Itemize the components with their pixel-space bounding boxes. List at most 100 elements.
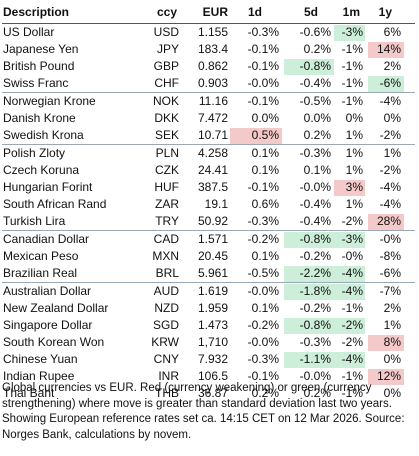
cell-eur: 7.472 [197,111,228,125]
cell-ccy: MXN [152,249,179,263]
cell-d5: -0.8% [299,318,331,332]
cell-ccy: CHF [154,76,179,90]
cell-eur: 0.903 [197,76,228,90]
cell-ccy: DKK [154,111,179,125]
cell-d1: -0.0% [247,335,279,349]
cell-m1: -2% [341,335,363,349]
cell-eur: 36.87 [197,386,228,400]
currency-name: Australian Dollar [3,284,92,298]
highlight-green [334,232,365,248]
cell-d5: -1.1% [299,352,331,366]
cell-m1: -1% [341,301,363,315]
cell-eur: 4.258 [197,146,228,160]
currency-name: Danish Krone [3,111,76,125]
cell-eur: 1.571 [197,232,228,246]
cell-y1: 8% [383,335,401,349]
highlight-red [368,214,404,230]
cell-y1: 1% [383,318,401,332]
column-header: ccy [156,5,177,19]
cell-y1: -0% [379,232,401,246]
cell-m1: -2% [341,318,363,332]
currency-name: South Korean Won [3,335,105,349]
cell-d1: -0.3% [247,25,279,39]
cell-y1: 6% [383,25,401,39]
cell-d1: 0.0% [251,111,279,125]
cell-d1: 0.1% [251,163,279,177]
cell-d5: -0.8% [299,232,331,246]
cell-ccy: CAD [153,232,179,246]
header-rule [2,23,415,24]
cell-ccy: CNY [153,352,179,366]
cell-d5: -0.2% [299,301,331,315]
cell-m1: -4% [341,352,363,366]
cell-eur: 1,710 [197,335,228,349]
cell-d1: -0.2% [247,232,279,246]
cell-eur: 10.71 [197,128,228,142]
cell-d1: -0.3% [247,214,279,228]
highlight-green [334,25,365,41]
cell-y1: 12% [376,369,401,383]
currency-name: Norwegian Krone [3,94,96,108]
cell-d5: -0.0% [299,369,331,383]
cell-m1: -3% [341,232,363,246]
cell-eur: 183.4 [197,42,228,56]
cell-y1: -2% [379,128,401,142]
cell-y1: 28% [376,214,401,228]
highlight-red [230,128,282,144]
highlight-green [334,284,365,300]
cell-y1: 0% [383,111,401,125]
currency-name: New Zealand Dollar [3,301,109,315]
currency-name: Czech Koruna [3,163,80,177]
currency-name: Swiss Franc [3,76,69,90]
cell-d1: -0.5% [247,266,279,280]
cell-d5: 0.2% [303,386,331,400]
cell-eur: 1.959 [197,301,228,315]
cell-ccy: NOK [152,94,179,108]
currency-name: Canadian Dollar [3,232,90,246]
cell-y1: -6% [379,266,401,280]
cell-ccy: ZAR [155,197,179,211]
cell-d1: -0.1% [247,94,279,108]
highlight-green [334,352,365,368]
cell-m1: -3% [341,25,363,39]
cell-d1: 0.1% [251,301,279,315]
column-header: 5d [303,5,318,19]
cell-eur: 0.862 [197,59,228,73]
cell-d5: 0.1% [303,163,331,177]
currency-name: US Dollar [3,25,55,39]
cell-eur: 1.619 [197,284,228,298]
cell-ccy: NZD [154,301,179,315]
cell-d1: 0.6% [251,197,279,211]
cell-d1: -0.0% [247,76,279,90]
currency-name: Polish Zloty [3,146,66,160]
cell-d5: -0.6% [299,25,331,39]
cell-ccy: KRW [151,335,179,349]
cell-ccy: INR [158,369,179,383]
group-divider [2,92,415,93]
cell-y1: 2% [383,59,401,73]
cell-d5: -0.3% [299,146,331,160]
currency-table: Description ccy EUR 1d 5d 1m 1y US Dollar USD 1.1… [2,5,415,400]
cell-eur: 11.16 [198,94,228,108]
currency-name: Chinese Yuan [3,352,78,366]
currency-name: Mexican Peso [3,249,79,263]
cell-ccy: PLN [155,146,179,160]
cell-m1: 0% [345,111,363,125]
cell-d1: -0.3% [247,352,279,366]
cell-d5: -0.0% [299,180,331,194]
cell-y1: 0% [383,352,401,366]
highlight-green [368,76,404,92]
column-header: Description [3,5,70,19]
cell-eur: 7.932 [197,352,228,366]
cell-y1: 14% [376,42,401,56]
cell-m1: -1% [341,59,363,73]
cell-m1: 1% [345,163,363,177]
cell-y1: -7% [379,284,401,298]
currency-name: Singapore Dollar [3,318,93,332]
cell-ccy: GBP [153,59,179,73]
currency-name: Thai Baht [3,386,55,400]
currency-name: Indian Rupee [3,369,75,383]
cell-ccy: BRL [155,266,179,280]
cell-eur: 106.5 [197,369,228,383]
cell-m1: -1% [341,386,363,400]
